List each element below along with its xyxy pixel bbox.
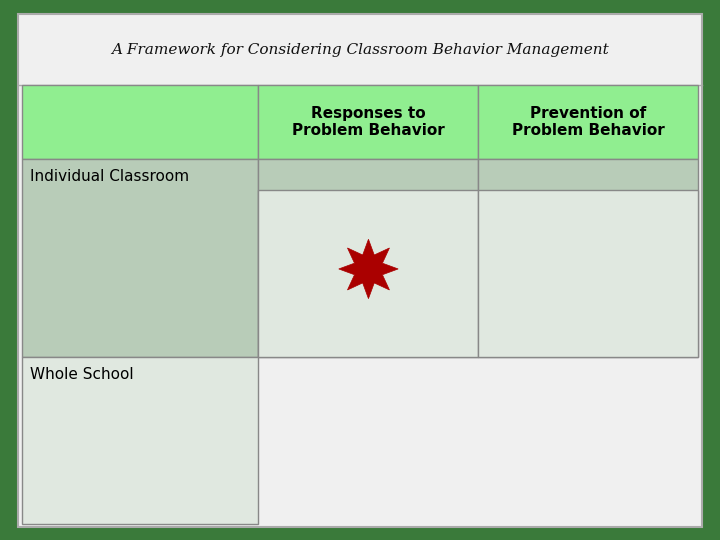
FancyBboxPatch shape <box>478 159 698 357</box>
FancyBboxPatch shape <box>258 159 478 357</box>
Text: A Framework for Considering Classroom Behavior Management: A Framework for Considering Classroom Be… <box>111 43 609 57</box>
Text: Whole School: Whole School <box>30 367 134 382</box>
Text: Responses to
Problem Behavior: Responses to Problem Behavior <box>292 106 445 138</box>
Text: Prevention of
Problem Behavior: Prevention of Problem Behavior <box>512 106 665 138</box>
FancyBboxPatch shape <box>18 14 702 526</box>
FancyBboxPatch shape <box>22 159 258 357</box>
FancyBboxPatch shape <box>258 190 478 357</box>
FancyBboxPatch shape <box>22 85 258 159</box>
FancyBboxPatch shape <box>478 190 698 357</box>
FancyBboxPatch shape <box>22 357 258 524</box>
FancyBboxPatch shape <box>258 85 478 159</box>
Text: Individual Classroom: Individual Classroom <box>30 169 189 184</box>
FancyBboxPatch shape <box>478 85 698 159</box>
Polygon shape <box>338 239 398 299</box>
